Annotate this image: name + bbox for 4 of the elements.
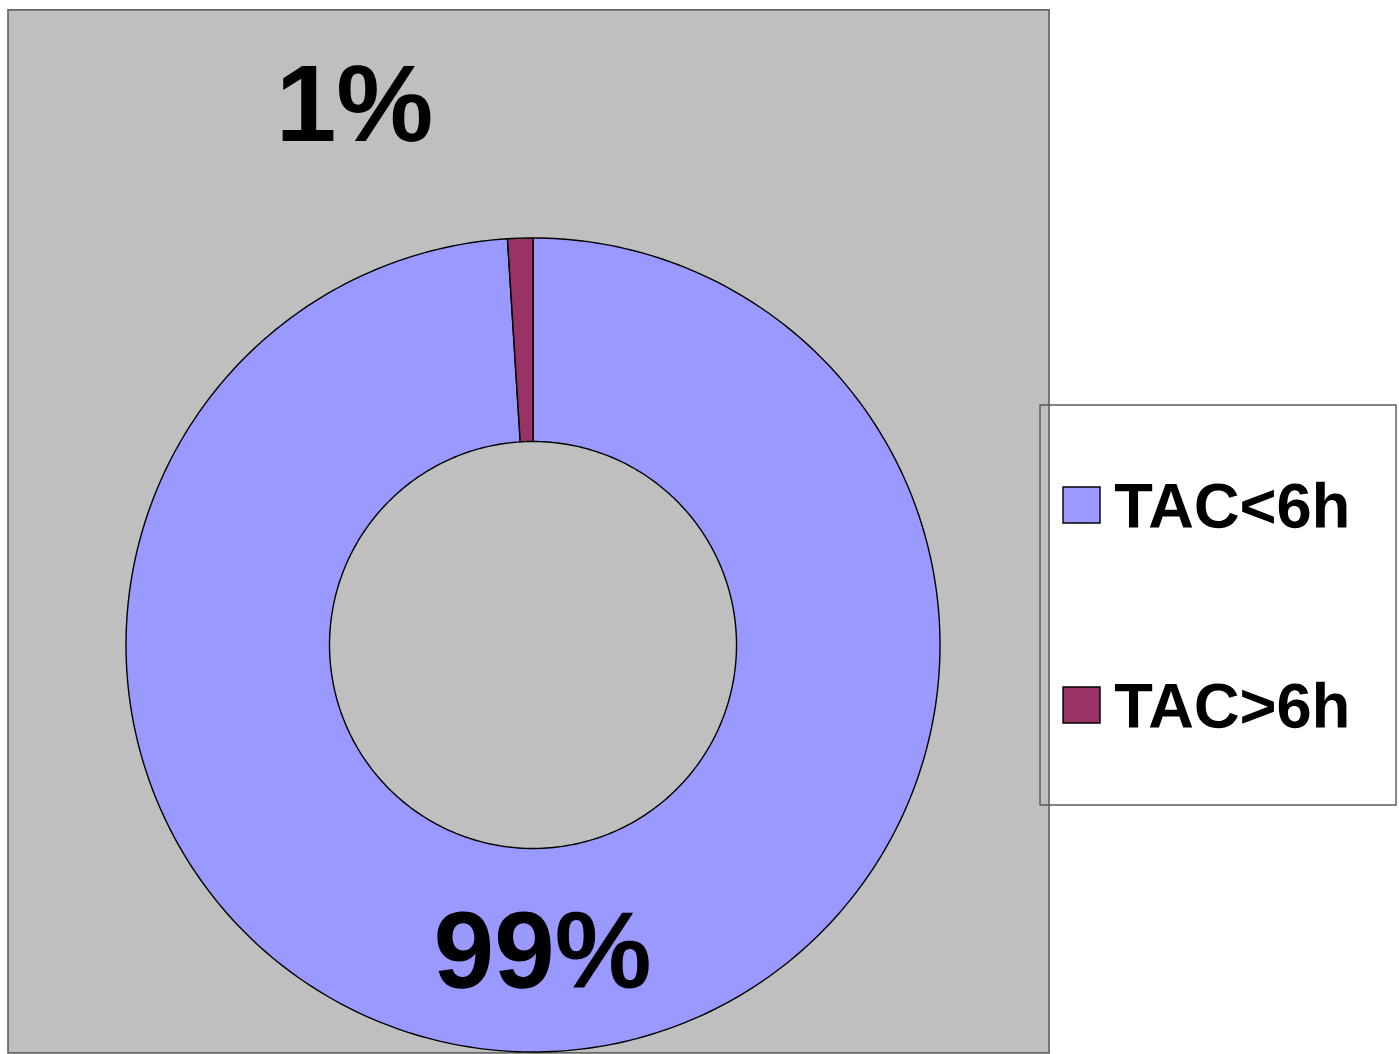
- data-label: 1%: [282, 65, 431, 142]
- legend-label: TAC<6h: [1114, 481, 1347, 529]
- legend-label: TAC>6h: [1114, 681, 1347, 729]
- data-label: 99%: [437, 911, 649, 989]
